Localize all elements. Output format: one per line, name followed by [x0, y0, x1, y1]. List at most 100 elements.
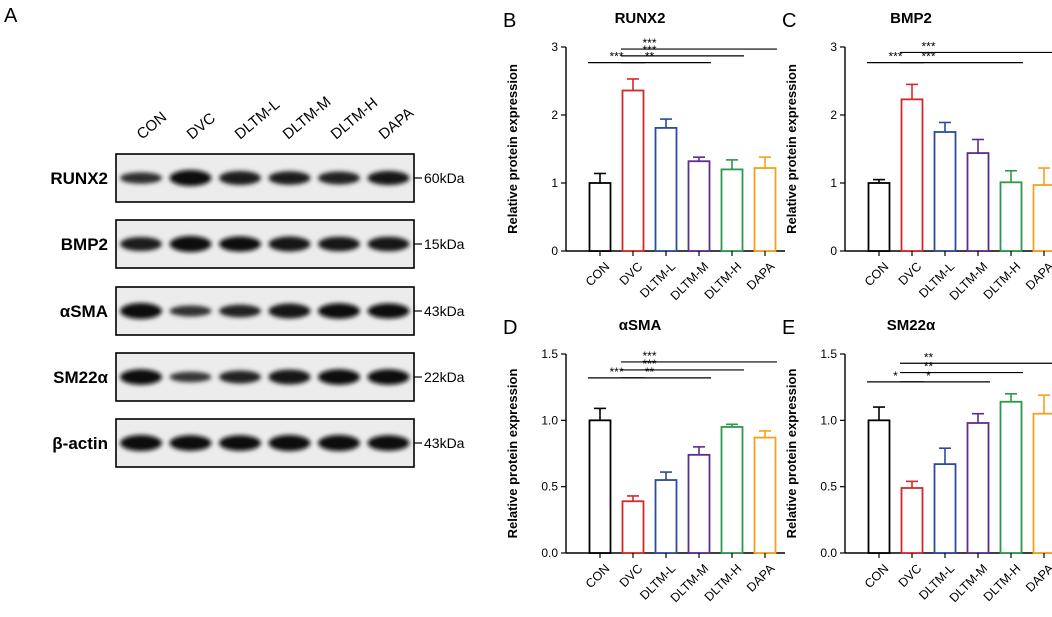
bar [933, 463, 957, 554]
y-tick-label: 0 [830, 244, 837, 258]
lane-label: DLTM-L [232, 96, 284, 143]
blot-box [115, 418, 415, 468]
significance-label: *** [609, 365, 623, 379]
blot-band [318, 236, 360, 252]
panel-label: C [782, 10, 796, 32]
significance-label: ** [924, 350, 934, 364]
lane-label: DLTM-M [280, 93, 335, 143]
blot-band [120, 435, 162, 451]
blot-band [219, 171, 261, 185]
protein-label: β-actin [52, 434, 108, 453]
blot-band [120, 172, 162, 184]
significance-label: *** [921, 39, 935, 53]
bar [621, 500, 645, 554]
protein-label: SM22α [53, 368, 108, 387]
bar [753, 436, 777, 554]
significance-label: *** [888, 50, 902, 64]
blot-band [367, 303, 410, 319]
blot-band [268, 369, 311, 385]
chart-title: BMP2 [890, 10, 932, 27]
y-tick-label: 2 [830, 108, 837, 122]
size-label: 60kDa [424, 170, 465, 186]
significance-label: *** [642, 43, 656, 57]
bar [900, 98, 924, 252]
bar [753, 167, 777, 252]
blot-band [120, 303, 162, 319]
significance-label: *** [921, 50, 935, 64]
blot-band [169, 435, 212, 451]
bar [966, 152, 990, 252]
chart-title: αSMA [619, 317, 662, 334]
bar [720, 168, 744, 252]
blot-band [367, 369, 410, 385]
category-label: DVC [896, 561, 925, 590]
blot-band [219, 370, 261, 384]
category-label: DAPA [744, 561, 778, 595]
bar [588, 419, 612, 554]
category-label: CON [862, 561, 892, 591]
blot-band [318, 303, 360, 319]
category-label: DVC [617, 561, 646, 590]
bar [687, 160, 711, 252]
category-label: DAPA [1023, 259, 1052, 293]
bar [621, 89, 645, 252]
panel-label-a: A [4, 5, 18, 27]
blot-band [367, 435, 410, 451]
bar [999, 400, 1023, 554]
y-axis-label: Relative protein expression [505, 64, 520, 234]
y-tick-label: 1.5 [820, 347, 837, 361]
blot-band [219, 236, 261, 252]
blot-band [318, 435, 360, 451]
blot-band [169, 170, 212, 186]
y-tick-label: 0.5 [541, 480, 558, 494]
lane-label: DAPA [376, 105, 417, 144]
lane-label: DLTM-H [328, 94, 381, 143]
panel-label: B [503, 10, 516, 32]
panel-label: E [782, 317, 795, 339]
y-tick-label: 3 [830, 40, 837, 54]
bar [966, 422, 990, 554]
significance-label: * [926, 369, 931, 383]
blot-band [268, 236, 311, 252]
blot-band [120, 237, 162, 251]
category-label: DLTM-H [981, 561, 1024, 604]
lane-label: DVC [184, 110, 219, 143]
protein-label: RUNX2 [50, 169, 108, 188]
blot-box [115, 219, 415, 269]
y-tick-label: 1 [551, 176, 558, 190]
y-axis-label: Relative protein expression [784, 64, 799, 234]
bar [900, 487, 924, 554]
y-tick-label: 0.0 [541, 546, 558, 560]
y-tick-label: 0.0 [820, 546, 837, 560]
category-label: CON [862, 259, 892, 289]
y-axis-label: Relative protein expression [505, 369, 520, 539]
bar [867, 182, 891, 252]
size-label: 43kDa [424, 435, 465, 451]
blot-box [115, 286, 415, 336]
bar [999, 181, 1023, 252]
bar [720, 426, 744, 554]
y-tick-label: 1.5 [541, 347, 558, 361]
bar [687, 453, 711, 554]
chart-e: E SM22α 0.0 0.5 1.0 1.5 Relative protein expre… [782, 317, 1052, 605]
significance-label: ** [924, 360, 934, 374]
significance-label: * [893, 369, 898, 383]
y-tick-label: 2 [551, 108, 558, 122]
category-label: DVC [617, 259, 646, 288]
lane-label: CON [134, 109, 170, 143]
blot-band [169, 236, 212, 252]
significance-label: *** [642, 349, 656, 363]
significance-label: *** [642, 357, 656, 371]
y-tick-label: 0.5 [820, 480, 837, 494]
significance-label: ** [645, 365, 655, 379]
blot-band [268, 171, 311, 185]
significance-label: ** [645, 50, 655, 64]
blot-band [268, 303, 311, 319]
y-tick-label: 1.0 [820, 413, 837, 427]
blot-band [318, 171, 360, 185]
chart-title: SM22α [887, 317, 936, 334]
category-label: DVC [896, 259, 925, 288]
